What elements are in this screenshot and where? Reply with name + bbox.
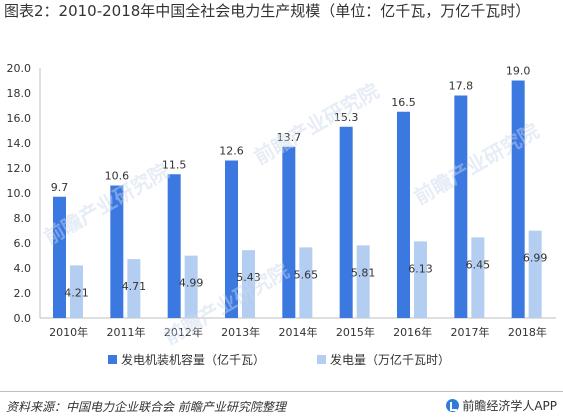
bar-series-2 [70,265,83,318]
data-label-series-2: 4.99 [179,277,204,290]
bar-series-2 [127,259,141,318]
y-tick-label: 14.0 [7,137,32,150]
data-label-series-1: 10.6 [105,170,130,183]
legend-swatch-series-2 [317,355,326,364]
bar-series-1 [225,160,238,318]
bar-series-2 [471,237,485,318]
x-tick-label: 2011年 [107,325,146,339]
y-tick-label: 10.0 [7,187,32,200]
bar-series-1 [511,80,525,318]
data-label-series-1: 9.7 [51,181,69,194]
x-tick-label: 2015年 [336,325,375,339]
x-tick-label: 2018年 [508,325,547,339]
data-label-series-2: 6.45 [466,258,491,271]
bar-series-1 [110,185,124,318]
data-label-series-1: 13.7 [277,131,302,144]
watermark-text: 前瞻产业研究院 [250,79,383,170]
y-tick-label: 4.0 [14,262,32,275]
data-label-series-2: 5.65 [294,268,319,281]
data-label-series-2: 5.81 [351,266,376,279]
legend-swatch-series-1 [108,355,117,364]
y-tick-label: 18.0 [7,87,32,100]
y-tick-label: 16.0 [7,112,32,125]
data-label-series-1: 15.3 [334,111,359,124]
data-label-series-1: 11.5 [162,158,187,171]
x-tick-label: 2017年 [451,325,490,339]
footer: 资料来源：中国电力企业联合会 前瞻产业研究院整理 前瞻经济学人APP [0,391,563,420]
data-label-series-1: 12.6 [219,145,244,158]
data-label-series-2: 4.71 [122,280,147,293]
y-tick-label: 0.0 [14,312,32,325]
bar-series-2 [414,241,427,318]
data-label-series-2: 6.99 [523,252,548,265]
bar-series-1 [454,95,468,318]
bar-series-1 [397,111,410,318]
bar-series-2 [242,250,255,318]
y-tick-label: 20.0 [7,62,32,75]
y-tick-label: 2.0 [14,287,32,300]
brand: 前瞻经济学人APP [446,397,557,414]
bar-series-1 [339,126,353,318]
data-label-series-1: 16.5 [391,96,416,109]
x-tick-label: 2010年 [49,325,88,339]
data-label-series-1: 19.0 [506,65,531,78]
bar-series-2 [528,230,542,318]
bar-series-1 [53,196,66,318]
chart-title: 图表2：2010-2018年中国全社会电力生产规模（单位：亿千瓦，万亿千瓦时） [4,2,531,20]
brand-name: 前瞻经济学人APP [462,399,557,413]
y-tick-label: 12.0 [7,162,32,175]
x-tick-label: 2012年 [164,325,203,339]
y-tick-label: 8.0 [14,212,32,225]
bar-series-2 [299,247,313,318]
x-tick-label: 2016年 [393,325,432,339]
data-label-series-2: 5.43 [236,271,261,284]
bar-series-1 [167,174,181,318]
bar-series-2 [184,255,198,318]
legend-label-series-1: 发电机装机容量（亿千瓦） [121,352,265,367]
x-tick-label: 2014年 [279,325,318,339]
legend-label-series-2: 发电量（万亿千瓦时） [330,352,450,367]
bar-series-2 [356,245,370,318]
data-label-series-1: 17.8 [449,80,474,93]
footer-divider [0,391,563,392]
x-tick-label: 2013年 [221,325,260,339]
data-label-series-2: 6.13 [408,262,433,275]
bar-series-1 [282,146,296,318]
grouped-bar-chart: 0.0 2.0 4.0 6.0 8.0 10.0 12.0 14.0 16.0 18.0 20.0 9… [7,62,556,367]
y-tick-label: 6.0 [14,237,32,250]
source-note: 资料来源：中国电力企业联合会 前瞻产业研究院整理 [6,400,286,414]
brand-logo-icon [446,399,460,412]
data-label-series-2: 4.21 [64,286,89,299]
